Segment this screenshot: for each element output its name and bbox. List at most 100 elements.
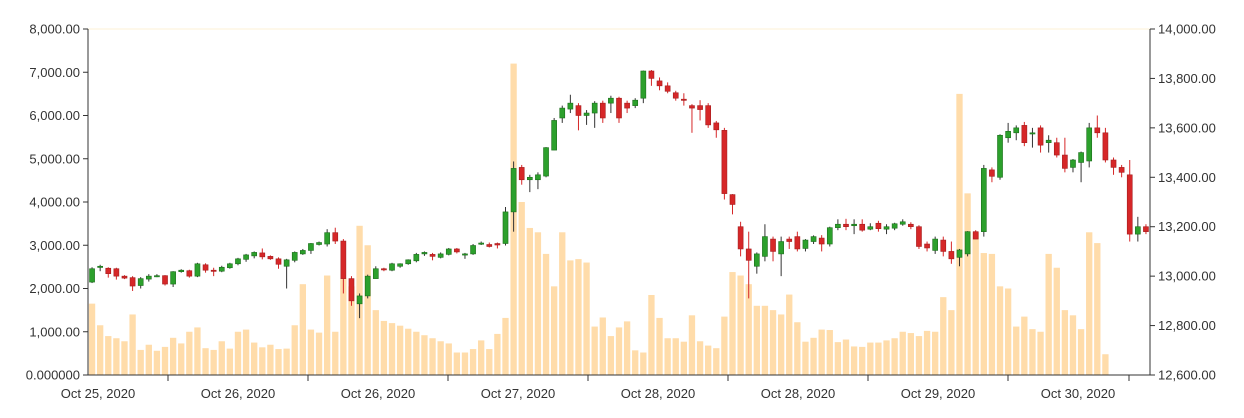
volume-bar [1021, 316, 1028, 375]
candle-body-down [486, 244, 493, 247]
candle-body-up [235, 258, 241, 265]
volume-bar [542, 253, 550, 375]
volume-bar [550, 286, 558, 375]
candle-body-up [154, 275, 160, 278]
candle-body-down [429, 254, 436, 257]
volume-bar [186, 331, 193, 375]
candle-body-down [924, 243, 930, 249]
volume-bar [429, 338, 436, 375]
volume-bar [891, 338, 898, 375]
candle-body-up [170, 271, 176, 285]
volume-bar [380, 320, 388, 375]
volume-bar [88, 303, 96, 375]
candle-body-down [818, 237, 825, 245]
volume-bar [705, 345, 712, 375]
candle-body-up [891, 223, 898, 229]
candle-body-up [145, 275, 152, 280]
volume-bar [632, 350, 639, 375]
volume-bar [299, 284, 306, 375]
volume-bar [567, 260, 574, 375]
volume-bar [242, 329, 250, 375]
candle-body-up [251, 252, 258, 257]
candle-body-up [1086, 127, 1093, 162]
candle-body-down [786, 238, 793, 242]
volume-bar [867, 342, 874, 375]
candle-body-down [948, 251, 955, 260]
volume-bar [688, 315, 696, 375]
volume-bar [283, 348, 290, 375]
candle-body-up [397, 263, 403, 267]
x-axis-tick-label: Oct 25, 2020 [61, 386, 135, 401]
volume-bar [137, 349, 144, 375]
candle-body-up [291, 252, 298, 261]
volume-bar [988, 253, 996, 375]
candle-body-down [1021, 125, 1028, 143]
volume-bar [721, 316, 728, 375]
right-axis-tick-label: 13,200.00 [1158, 219, 1216, 234]
right-axis-tick-label: 13,800.00 [1158, 71, 1216, 86]
volume-bar [1045, 253, 1052, 375]
candlesticks [89, 70, 1149, 319]
volume-bar [502, 317, 509, 375]
candle-body-down [908, 223, 914, 228]
candle-body-down [705, 105, 711, 126]
volume-bar [218, 341, 225, 375]
volume-bar [640, 352, 647, 375]
candle-body-down [745, 248, 752, 261]
volume-bar [372, 310, 379, 376]
right-axis-tick-label: 12,600.00 [1158, 368, 1216, 383]
candle-body-down [348, 278, 355, 302]
volume-bar [494, 333, 501, 375]
candle-body-down [859, 223, 866, 231]
candle-body-down [656, 80, 663, 87]
candle-body-up [826, 227, 833, 245]
candle-body-up [762, 236, 768, 257]
volume-bar [834, 342, 842, 375]
candle-body-down [518, 167, 525, 181]
candle-body-down [1037, 127, 1044, 146]
candle-body-up [243, 254, 249, 260]
left-axis-tick-label: 4,000.00 [29, 195, 80, 210]
x-axis-tick-label: Oct 30, 2020 [1041, 386, 1115, 401]
volume-bar [615, 327, 623, 375]
candle-body-up [413, 254, 420, 262]
candle-body-down [121, 275, 128, 279]
volume-bar [664, 338, 671, 375]
candle-body-up [372, 268, 379, 279]
candle-body-down [697, 105, 703, 110]
candle-body-down [105, 267, 112, 274]
candle-body-down [681, 98, 687, 101]
candle-body-up [810, 236, 817, 242]
volume-bar [956, 93, 963, 376]
candle-body-down [267, 256, 274, 260]
candle-body-up [867, 226, 874, 230]
left-axis-tick-label: 8,000.00 [29, 22, 80, 37]
candle-body-up [835, 223, 841, 229]
volume-bar [850, 346, 858, 375]
candle-body-up [899, 221, 906, 225]
volume-bar [810, 337, 817, 375]
volume-bar [1094, 243, 1101, 375]
candle-body-up [308, 243, 314, 251]
volume-bar [826, 330, 833, 375]
candle-body-down [989, 169, 995, 177]
candle-body-down [737, 226, 744, 250]
volume-bar [932, 331, 939, 375]
candle-body-up [421, 252, 428, 255]
volume-bars [88, 63, 1109, 376]
volume-bar [559, 232, 566, 375]
volume-bar [786, 294, 793, 375]
volume-bar [129, 314, 136, 375]
volume-bar [915, 336, 923, 375]
candle-body-up [559, 107, 566, 119]
volume-bar [315, 332, 323, 375]
right-axis-tick-label: 13,000.00 [1158, 269, 1216, 284]
candle-body-up [640, 70, 647, 99]
volume-bar [591, 326, 598, 375]
volume-bar [421, 335, 428, 375]
candle-body-up [97, 265, 103, 268]
candle-body-down [770, 238, 776, 252]
candle-body-up [137, 278, 144, 286]
volume-bar [907, 333, 915, 375]
candle-body-up [527, 176, 533, 181]
